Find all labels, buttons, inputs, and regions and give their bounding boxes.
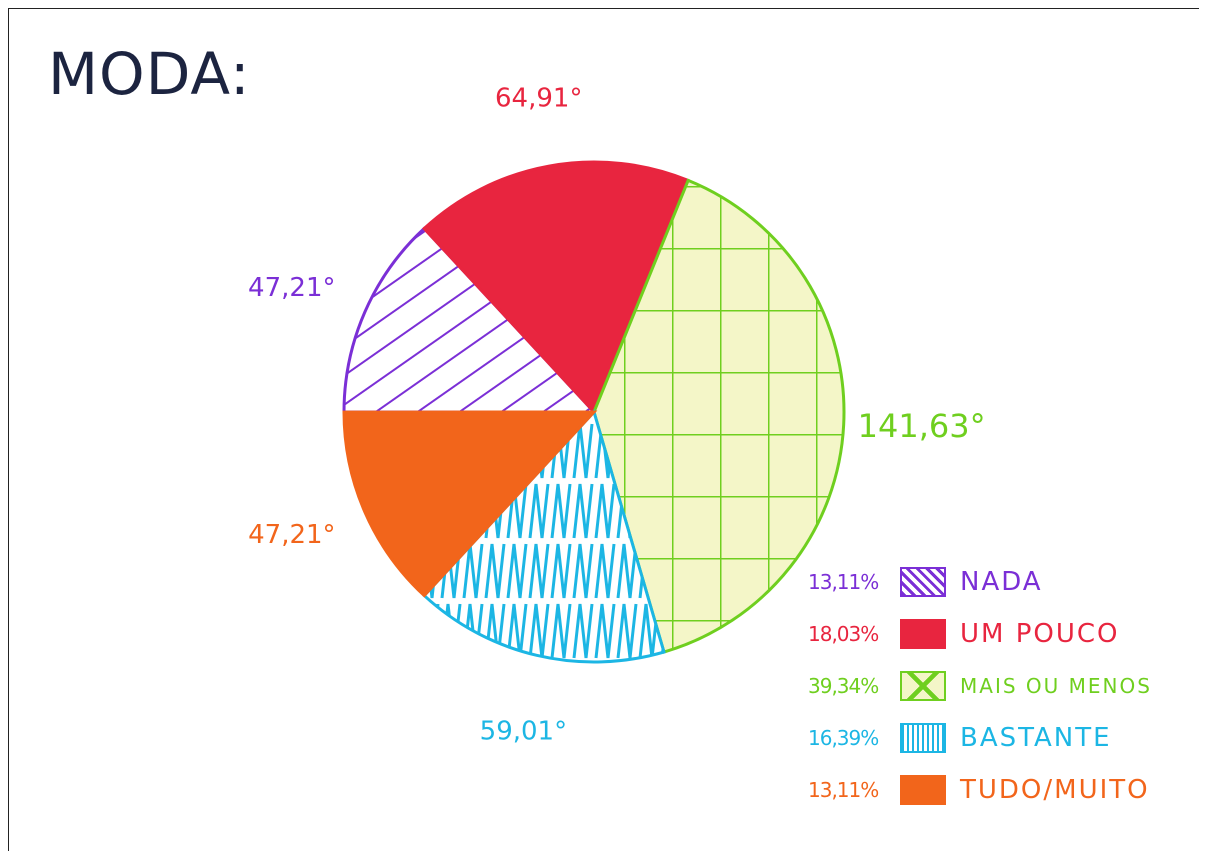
pie-slice-um-pouco — [422, 160, 691, 415]
legend-item: 18,03% UM POUCO — [808, 608, 1198, 660]
legend-percent: 13,11% — [808, 570, 879, 594]
legend-label: MAIS OU MENOS — [960, 674, 1152, 698]
chart-title: MODA: — [48, 40, 251, 108]
legend-label: NADA — [960, 567, 1043, 597]
legend-percent: 18,03% — [808, 622, 879, 646]
legend-item: 13,11% NADA — [808, 556, 1198, 608]
angle-label: 47,21° — [248, 273, 335, 303]
legend-swatch — [900, 619, 946, 649]
pie-slice-nada — [342, 226, 598, 414]
angle-label: 59,01° — [480, 716, 567, 746]
legend-swatch — [900, 775, 946, 805]
legend-item: 16,39% BASTANTE — [808, 712, 1198, 764]
pie-slice-mais-ou-menos — [592, 178, 846, 654]
angle-label: 141,63° — [858, 407, 986, 445]
angle-label: 64,91° — [495, 83, 582, 113]
legend-swatch — [900, 567, 946, 597]
legend-item: 13,11% TUDO/MUITO — [808, 764, 1198, 816]
legend-label: BASTANTE — [960, 723, 1112, 753]
legend-percent: 16,39% — [808, 726, 879, 750]
legend-item: 39,34% MAIS OU MENOS — [808, 660, 1198, 712]
angle-label: 47,21° — [248, 520, 335, 550]
pie-slice-bastante — [422, 409, 666, 664]
legend: 13,11% NADA 18,03% UM POUCO 39,34% MAIS OU ME… — [808, 556, 1198, 816]
legend-percent: 39,34% — [808, 674, 879, 698]
legend-label: TUDO/MUITO — [960, 775, 1150, 805]
pie-slice-tudo-muito — [342, 410, 598, 598]
legend-swatch — [900, 723, 946, 753]
legend-label: UM POUCO — [960, 619, 1120, 649]
legend-percent: 13,11% — [808, 778, 879, 802]
legend-swatch — [900, 671, 946, 701]
